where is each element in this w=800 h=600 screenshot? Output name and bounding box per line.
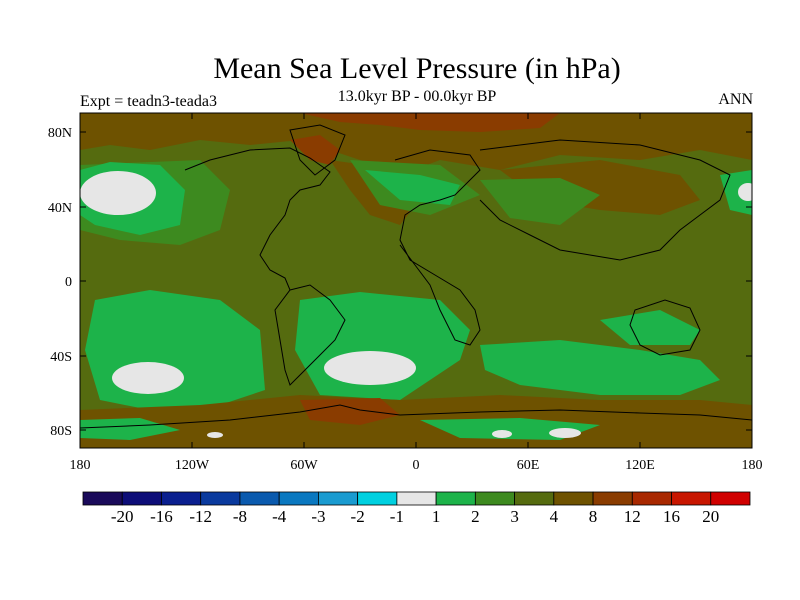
colorbar-swatch xyxy=(278,491,319,506)
colorbar: -20 -16 -12 -8 -4 -3 -2 -1 1 2 3 4 8 12 16 20 xyxy=(82,491,751,526)
lon-tick-label: 120W xyxy=(175,458,210,473)
colorbar-label: 12 xyxy=(624,507,641,526)
colorbar-swatch xyxy=(239,491,280,506)
lon-tick-label: 120E xyxy=(625,458,655,473)
colorbar-swatch xyxy=(514,491,555,506)
field-redbrown-greenland xyxy=(290,135,340,165)
colorbar-swatch xyxy=(435,491,476,506)
colorbar-swatch xyxy=(121,491,162,506)
lat-axis: 80N 40N 0 40S 80S xyxy=(48,126,752,439)
field-white-npac-east xyxy=(738,183,752,201)
colorbar-label: -12 xyxy=(189,507,212,526)
experiment-label: Expt = teadn3-teada3 xyxy=(80,93,217,110)
field-brown-southern xyxy=(80,395,752,448)
coast-europe-africa xyxy=(394,149,481,346)
colorbar-swatch xyxy=(710,491,751,506)
lon-axis: 180 120W 60W 0 60E 120E 180 xyxy=(70,113,763,473)
colorbar-label: -20 xyxy=(111,507,134,526)
map-subtitle: 13.0kyr BP - 00.0kyr BP xyxy=(337,88,497,105)
colorbar-swatch xyxy=(474,491,515,506)
pressure-field xyxy=(80,113,752,448)
coastlines xyxy=(80,124,752,429)
field-white-npac xyxy=(80,171,156,215)
field-redbrown-arctic xyxy=(300,113,560,132)
colorbar-label: -8 xyxy=(233,507,247,526)
coast-asia xyxy=(479,139,731,261)
field-white-ant2 xyxy=(492,430,512,438)
map-title: Mean Sea Level Pressure (in hPa) xyxy=(213,52,621,85)
coast-australia xyxy=(629,299,701,356)
field-white-spac xyxy=(112,362,184,394)
colorbar-label: -3 xyxy=(311,507,325,526)
colorbar-swatch xyxy=(671,491,712,506)
colorbar-label: 20 xyxy=(702,507,719,526)
colorbar-label: 4 xyxy=(550,507,559,526)
field-green-mid-eurasia xyxy=(480,178,600,225)
field-brown-arctic xyxy=(80,113,752,175)
field-redbrown-antarctic xyxy=(300,398,400,425)
field-white-satl xyxy=(324,351,416,385)
colorbar-label: -16 xyxy=(150,507,173,526)
colorbar-label: 1 xyxy=(432,507,441,526)
lat-tick-label: 80N xyxy=(48,126,72,141)
lat-tick-label: 40S xyxy=(50,350,72,365)
season-label: ANN xyxy=(718,91,753,108)
colorbar-label: 8 xyxy=(589,507,598,526)
colorbar-swatch xyxy=(592,491,633,506)
lon-tick-label: 180 xyxy=(742,458,763,473)
lon-tick-label: 180 xyxy=(70,458,91,473)
lon-tick-label: 60E xyxy=(517,458,540,473)
colorbar-swatch xyxy=(200,491,241,506)
field-green-antarctic xyxy=(80,418,180,440)
colorbar-label: 16 xyxy=(663,507,680,526)
coast-greenland xyxy=(289,124,346,176)
field-green-sind xyxy=(480,340,720,395)
colorbar-label: 3 xyxy=(510,507,519,526)
colorbar-swatch xyxy=(318,491,359,506)
lat-tick-label: 40N xyxy=(48,201,72,216)
colorbar-label: 2 xyxy=(471,507,480,526)
colorbar-swatch xyxy=(357,491,398,506)
coast-south-america xyxy=(274,284,346,386)
colorbar-swatch xyxy=(631,491,672,506)
field-green-eq-ind xyxy=(600,310,700,345)
lon-tick-label: 60W xyxy=(290,458,318,473)
colorbar-label: -2 xyxy=(351,507,365,526)
coast-north-america xyxy=(184,147,331,291)
colorbar-swatch xyxy=(553,491,594,506)
coast-antarctica xyxy=(80,404,752,429)
lat-tick-label: 80S xyxy=(50,424,72,439)
colorbar-swatch xyxy=(161,491,202,506)
colorbar-swatch xyxy=(396,491,437,506)
field-green-natl xyxy=(365,170,460,205)
colorbar-swatch xyxy=(82,491,123,506)
colorbar-label: -1 xyxy=(390,507,404,526)
field-white-ant3 xyxy=(207,432,223,438)
field-white-ant1 xyxy=(549,428,581,438)
lat-tick-label: 0 xyxy=(65,275,72,290)
lon-tick-label: 0 xyxy=(413,458,420,473)
colorbar-label: -4 xyxy=(272,507,287,526)
